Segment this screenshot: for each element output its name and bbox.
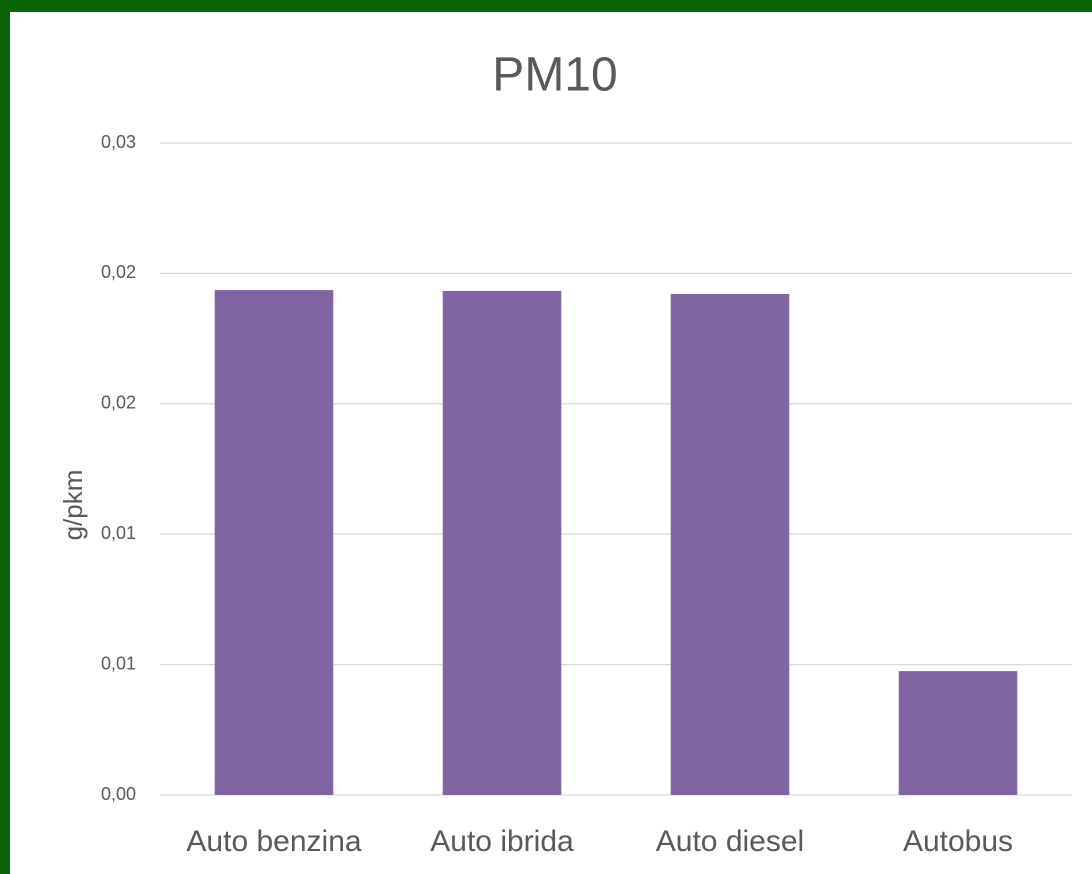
bar xyxy=(442,290,562,795)
y-axis-label: g/pkm xyxy=(58,470,88,541)
bar xyxy=(214,290,334,795)
y-tick-label: 0,01 xyxy=(101,523,136,543)
y-tick-label: 0,00 xyxy=(101,784,136,804)
y-tick-label: 0,02 xyxy=(101,393,136,413)
x-tick-label: Auto benzina xyxy=(186,825,361,858)
x-tick-label: Autobus xyxy=(903,825,1013,858)
bar xyxy=(670,294,790,795)
bar xyxy=(898,671,1018,795)
x-tick-label: Auto diesel xyxy=(656,825,804,858)
x-tick-label: Auto ibrida xyxy=(430,825,574,858)
y-tick-label: 0,02 xyxy=(101,262,136,282)
chart-title: PM10 xyxy=(492,49,617,102)
y-tick-label: 0,01 xyxy=(101,653,136,673)
y-tick-label: 0,03 xyxy=(101,132,136,152)
